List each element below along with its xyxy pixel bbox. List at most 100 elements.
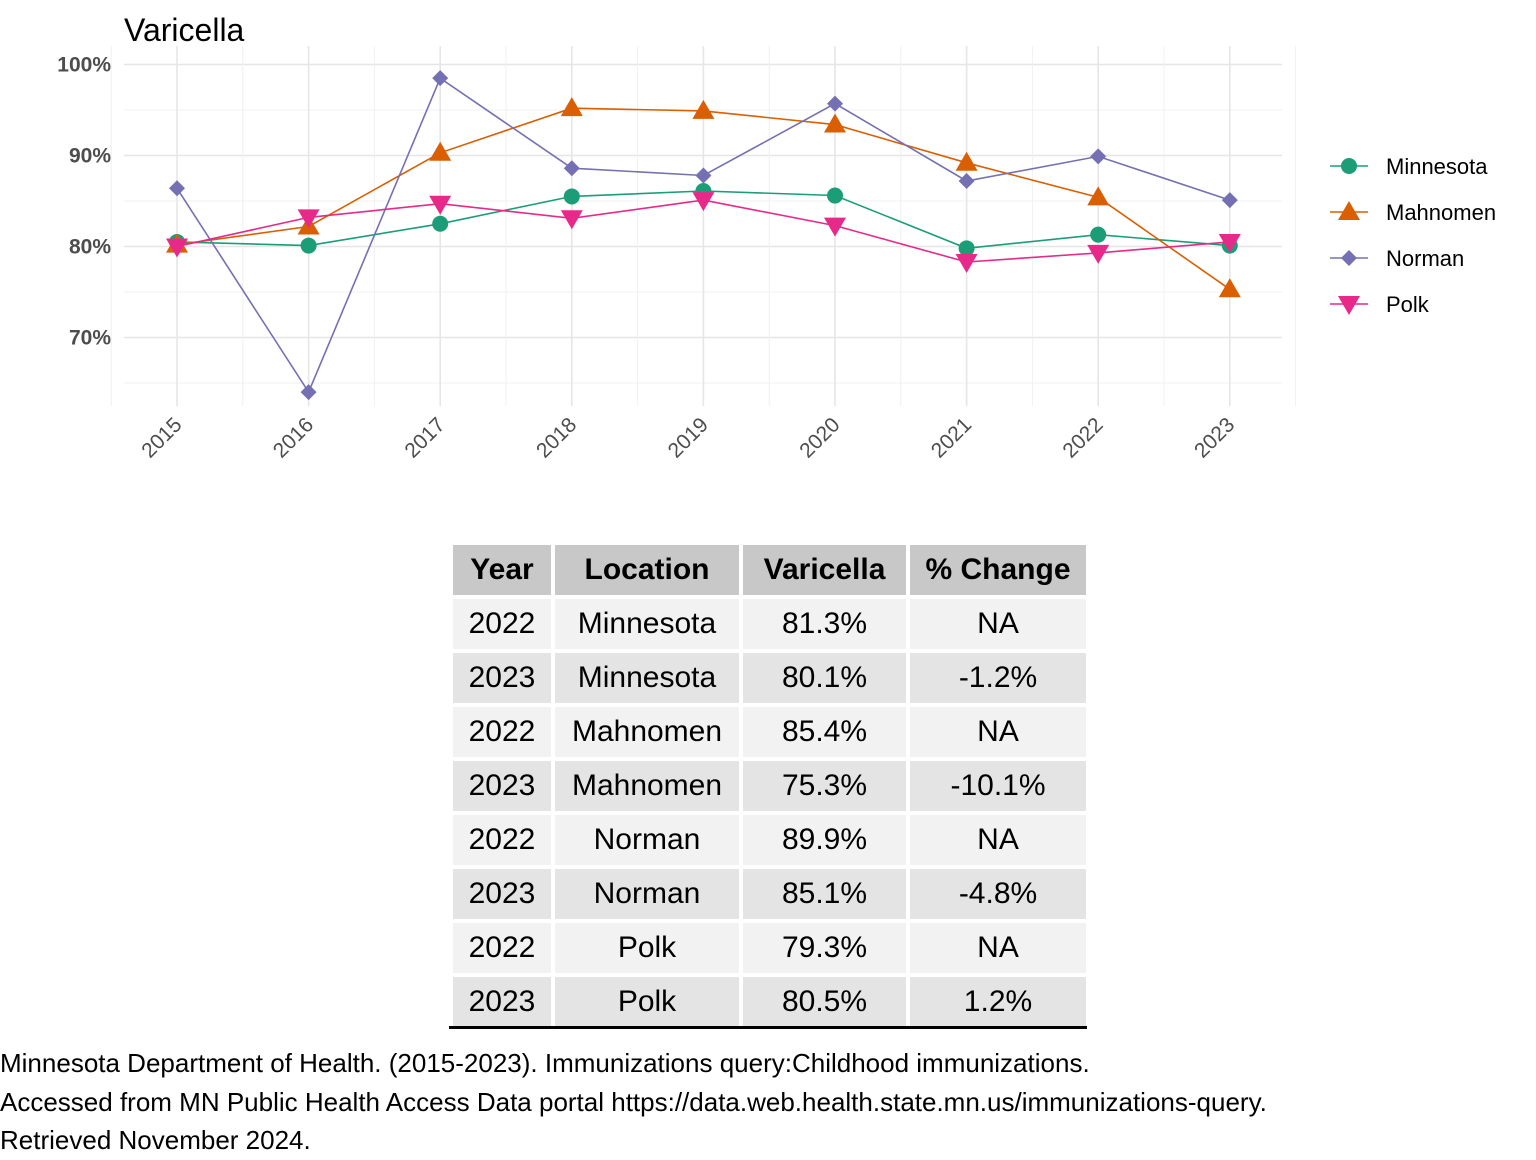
table-row: 2022 Norman 89.9% NA <box>453 815 1086 865</box>
cell-varicella: 75.3% <box>743 761 906 811</box>
y-tick-label: 100% <box>57 54 111 77</box>
cell-year: 2022 <box>453 815 551 865</box>
data-point-mahnomen <box>1087 186 1110 206</box>
cell-location: Polk <box>555 923 739 973</box>
legend-item-mahnomen: Mahnomen <box>1330 200 1496 225</box>
citation-line-1: Minnesota Department of Health. (2015-20… <box>0 1048 1090 1078</box>
x-tick-label: 2023 <box>1190 413 1239 462</box>
data-point-norman <box>169 180 185 197</box>
cell-percent-change: NA <box>910 599 1086 649</box>
cell-percent-change: NA <box>910 707 1086 757</box>
x-tick-label: 2015 <box>137 413 186 462</box>
x-tick-label: 2018 <box>532 413 581 462</box>
cell-location: Norman <box>555 869 739 919</box>
data-point-minnesota <box>300 237 317 254</box>
legend-item-polk: Polk <box>1330 292 1430 317</box>
data-point-minnesota <box>827 187 843 204</box>
x-tick-label: 2021 <box>927 413 976 462</box>
varicella-table: Year Location Varicella % Change 2022 Mi… <box>449 541 1090 1031</box>
cell-location: Minnesota <box>555 653 739 703</box>
data-point-polk <box>692 192 715 212</box>
chart-series <box>166 70 1241 401</box>
cell-year: 2022 <box>453 599 551 649</box>
y-tick-label: 80% <box>69 236 111 259</box>
series-norman <box>169 70 1238 401</box>
data-point-norman <box>695 167 712 184</box>
table-row: 2023 Minnesota 80.1% -1.2% <box>453 653 1086 703</box>
cell-year: 2023 <box>453 653 551 703</box>
x-tick-label: 2022 <box>1058 413 1107 462</box>
x-tick-label: 2020 <box>795 413 844 462</box>
data-point-polk <box>1087 244 1110 264</box>
data-point-norman <box>432 70 449 87</box>
data-point-minnesota <box>958 240 975 257</box>
y-tick-label: 70% <box>69 327 111 350</box>
legend-label-mahnomen: Mahnomen <box>1386 200 1496 225</box>
data-point-polk <box>824 217 846 237</box>
table-header-row: Year Location Varicella % Change <box>453 545 1086 595</box>
data-point-mahnomen <box>429 141 452 161</box>
cell-location: Polk <box>555 977 739 1027</box>
cell-year: 2023 <box>453 869 551 919</box>
cell-percent-change: -4.8% <box>910 869 1086 919</box>
legend-label-norman: Norman <box>1386 246 1464 271</box>
x-tick-label: 2017 <box>400 413 449 462</box>
cell-varicella: 79.3% <box>743 923 906 973</box>
y-axis-ticks: 70% 80% 90% 100% <box>57 54 111 350</box>
table-row: 2022 Mahnomen 85.4% NA <box>453 707 1086 757</box>
cell-location: Mahnomen <box>555 761 739 811</box>
x-tick-label: 2019 <box>664 413 713 462</box>
data-point-polk <box>955 253 978 273</box>
data-point-mahnomen <box>1218 278 1241 298</box>
legend-marker-norman <box>1341 250 1357 266</box>
data-point-mahnomen <box>824 113 846 133</box>
header-location: Location <box>555 545 739 595</box>
legend-marker-mahnomen <box>1338 201 1360 220</box>
data-point-minnesota <box>1090 226 1107 243</box>
legend-marker-minnesota <box>1341 158 1357 174</box>
header-percent-change: % Change <box>910 545 1086 595</box>
chart-legend: Minnesota Mahnomen Norman Polk <box>1330 154 1496 317</box>
data-point-polk <box>560 210 583 230</box>
series-minnesota <box>169 182 1238 257</box>
x-tick-label: 2016 <box>269 413 318 462</box>
cell-varicella: 85.1% <box>743 869 906 919</box>
header-year: Year <box>453 545 551 595</box>
source-citation: Minnesota Department of Health. (2015-20… <box>0 1044 1267 1160</box>
cell-location: Norman <box>555 815 739 865</box>
cell-percent-change: NA <box>910 923 1086 973</box>
citation-line-2: Accessed from MN Public Health Access Da… <box>0 1086 1267 1117</box>
data-point-norman <box>827 95 843 112</box>
cell-location: Mahnomen <box>555 707 739 757</box>
x-axis-ticks: 2015 2016 2017 2018 2019 2020 2021 2022 2023 <box>137 413 1239 462</box>
data-point-polk <box>429 195 452 215</box>
legend-marker-polk <box>1338 296 1360 315</box>
data-point-norman <box>563 160 580 177</box>
data-point-polk <box>1218 233 1241 253</box>
data-point-norman <box>300 384 317 401</box>
header-varicella: Varicella <box>743 545 906 595</box>
table-row: 2023 Polk 80.5% 1.2% <box>453 977 1086 1027</box>
table-row: 2023 Norman 85.1% -4.8% <box>453 869 1086 919</box>
cell-varicella: 89.9% <box>743 815 906 865</box>
cell-varicella: 80.5% <box>743 977 906 1027</box>
table-row: 2022 Minnesota 81.3% NA <box>453 599 1086 649</box>
table-bottom-rule <box>449 1026 1087 1029</box>
cell-year: 2023 <box>453 761 551 811</box>
data-point-mahnomen <box>955 151 978 171</box>
varicella-line-chart: Varicella 70% 80% 90% 100% 2015 2016 2017 2018… <box>57 12 1496 463</box>
cell-percent-change: 1.2% <box>910 977 1086 1027</box>
legend-item-minnesota: Minnesota <box>1330 154 1488 179</box>
cell-year: 2022 <box>453 923 551 973</box>
cell-varicella: 85.4% <box>743 707 906 757</box>
data-point-norman <box>1221 192 1238 209</box>
cell-percent-change: NA <box>910 815 1086 865</box>
cell-percent-change: -1.2% <box>910 653 1086 703</box>
data-point-minnesota <box>432 215 449 232</box>
cell-year: 2022 <box>453 707 551 757</box>
cell-varicella: 81.3% <box>743 599 906 649</box>
legend-label-minnesota: Minnesota <box>1386 154 1488 179</box>
chart-title: Varicella <box>124 12 245 48</box>
cell-percent-change: -10.1% <box>910 761 1086 811</box>
data-point-polk <box>297 209 320 229</box>
